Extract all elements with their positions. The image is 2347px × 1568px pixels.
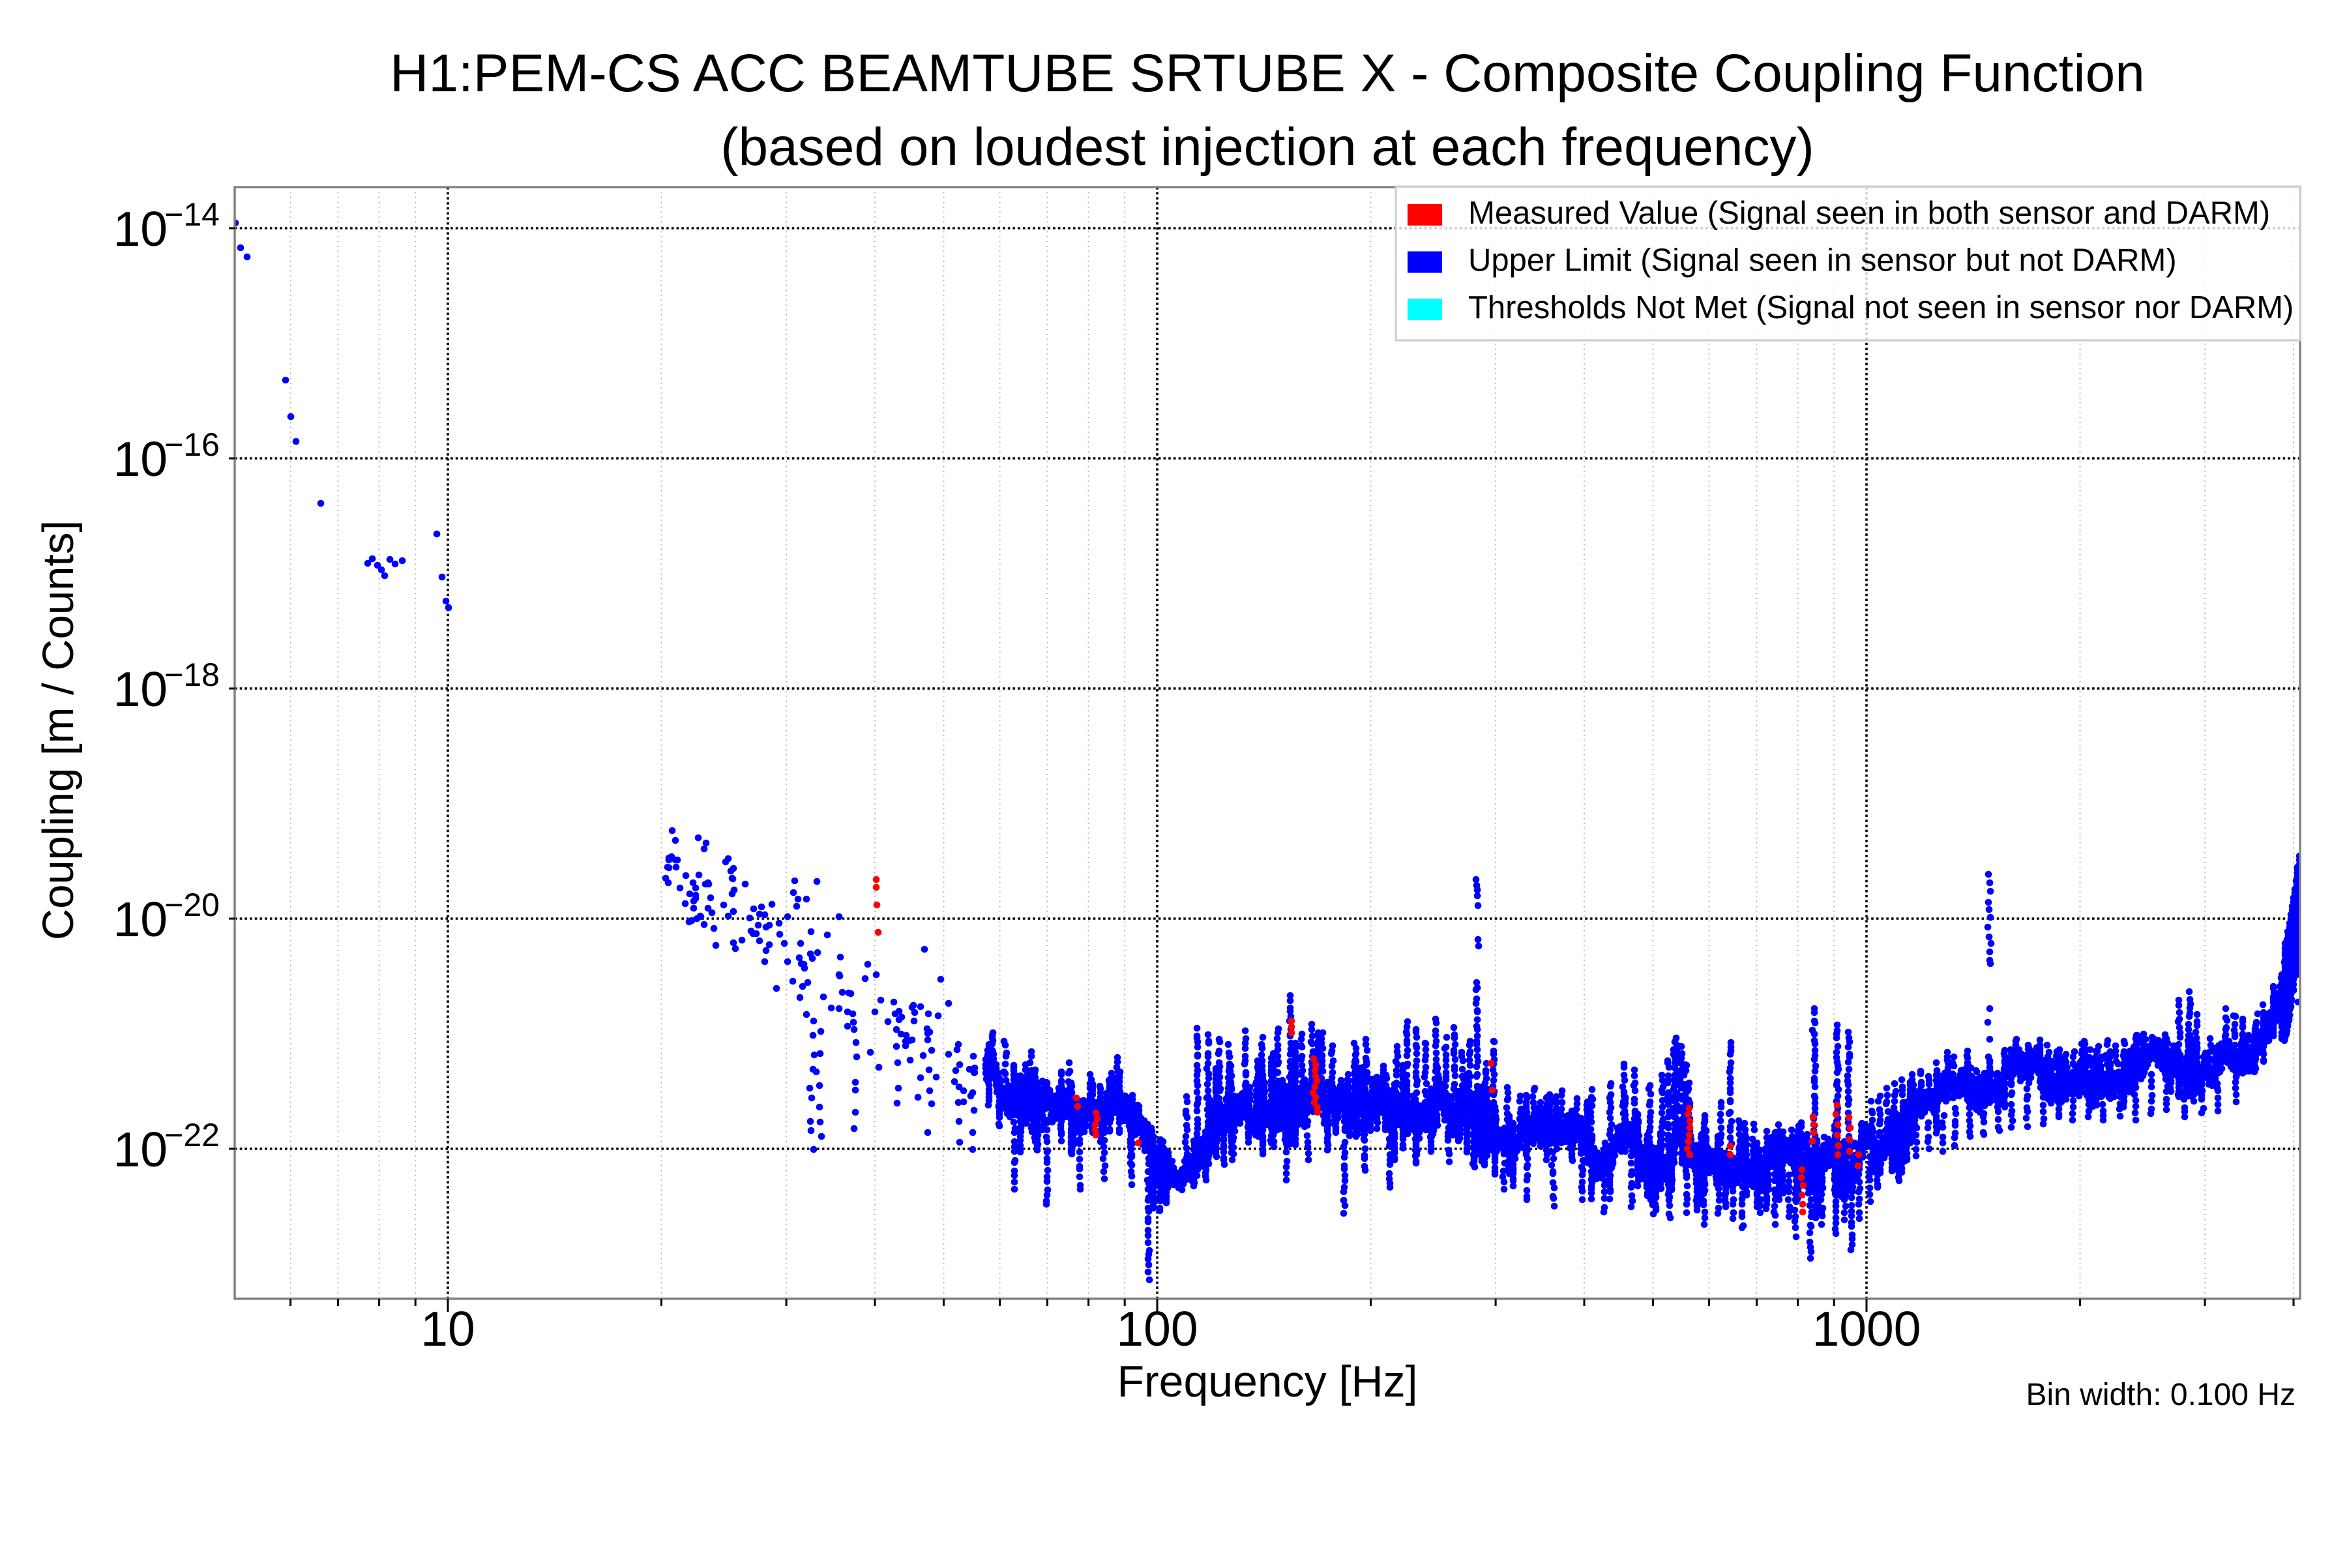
svg-text:Thresholds Not Met (Signal not: Thresholds Not Met (Signal not seen in s… [1468, 290, 2294, 325]
svg-text:Measured Value (Signal seen in: Measured Value (Signal seen in both sens… [1468, 196, 2270, 231]
svg-text:−22: −22 [164, 1117, 220, 1153]
svg-text:100: 100 [1116, 1301, 1198, 1356]
svg-text:Frequency [Hz]: Frequency [Hz] [1117, 1357, 1417, 1406]
svg-text:10: 10 [421, 1301, 475, 1356]
svg-text:10: 10 [113, 892, 168, 947]
svg-text:H1:PEM-CS ACC BEAMTUBE SRTUBE: H1:PEM-CS ACC BEAMTUBE SRTUBE X - Compos… [390, 44, 2145, 103]
svg-text:−16: −16 [164, 426, 220, 463]
svg-text:10: 10 [113, 432, 168, 486]
svg-text:10: 10 [113, 662, 168, 717]
svg-text:Bin width: 0.100 Hz: Bin width: 0.100 Hz [2026, 1378, 2295, 1412]
svg-text:Coupling [m / Counts]: Coupling [m / Counts] [34, 520, 83, 940]
svg-text:1000: 1000 [1812, 1301, 1921, 1356]
svg-text:−18: −18 [164, 657, 220, 693]
svg-text:−14: −14 [164, 196, 220, 233]
svg-text:−20: −20 [164, 887, 220, 923]
svg-text:10: 10 [113, 1122, 168, 1177]
svg-text:(based on loudest injection at: (based on loudest injection at each freq… [720, 117, 1814, 177]
svg-text:Upper Limit (Signal seen in se: Upper Limit (Signal seen in sensor but n… [1468, 243, 2177, 278]
svg-text:10: 10 [113, 201, 168, 256]
